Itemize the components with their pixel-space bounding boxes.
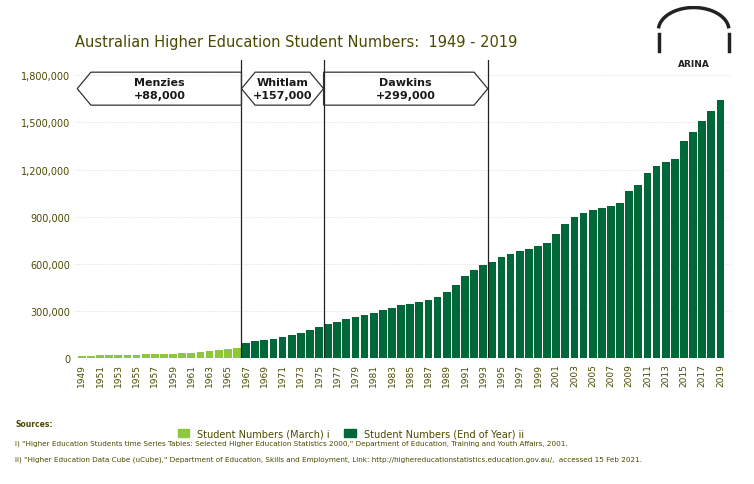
Bar: [324, 324, 332, 358]
Bar: [333, 322, 341, 358]
Text: ARINA: ARINA: [678, 60, 710, 69]
Bar: [370, 314, 378, 358]
Bar: [406, 304, 414, 358]
Bar: [360, 316, 369, 358]
Bar: [106, 355, 113, 358]
Text: Whitlam
+157,000: Whitlam +157,000: [253, 78, 312, 101]
Text: Sources:: Sources:: [15, 419, 53, 428]
Bar: [260, 341, 268, 358]
Bar: [297, 333, 305, 358]
Bar: [689, 133, 697, 358]
Bar: [151, 354, 158, 358]
Bar: [342, 320, 351, 358]
Bar: [507, 254, 514, 358]
Text: Menzies
+88,000: Menzies +88,000: [133, 78, 185, 101]
Bar: [698, 121, 706, 358]
Bar: [516, 252, 523, 358]
Bar: [470, 271, 478, 358]
Bar: [78, 356, 86, 358]
Bar: [589, 211, 596, 358]
Bar: [480, 266, 487, 358]
Bar: [178, 353, 186, 358]
Bar: [644, 173, 651, 358]
Text: ii) "Higher Education Data Cube (uCube)," Department of Education, Skills and Em: ii) "Higher Education Data Cube (uCube),…: [15, 456, 642, 462]
Bar: [461, 277, 469, 358]
Bar: [607, 207, 615, 358]
Bar: [379, 310, 387, 358]
Bar: [215, 350, 222, 358]
Bar: [242, 344, 250, 358]
Bar: [415, 302, 423, 358]
Text: Dawkins
+299,000: Dawkins +299,000: [375, 78, 436, 101]
Legend: Student Numbers (March) i, Student Numbers (End of Year) ii: Student Numbers (March) i, Student Numbe…: [174, 425, 528, 442]
Bar: [388, 308, 396, 358]
Bar: [351, 318, 360, 358]
Bar: [553, 234, 560, 358]
Bar: [680, 142, 688, 358]
Bar: [452, 285, 460, 358]
Bar: [634, 186, 642, 358]
Bar: [306, 331, 314, 358]
Bar: [543, 244, 551, 358]
Bar: [115, 355, 122, 358]
Bar: [707, 112, 716, 358]
Bar: [142, 355, 149, 358]
Bar: [653, 167, 661, 358]
Bar: [625, 192, 633, 358]
Bar: [534, 247, 542, 358]
Bar: [498, 258, 505, 358]
Bar: [434, 297, 442, 358]
Bar: [315, 327, 323, 358]
Bar: [251, 342, 259, 358]
Text: i) "Higher Education Students time Series Tables: Selected Higher Education Stat: i) "Higher Education Students time Serie…: [15, 440, 568, 446]
Bar: [562, 225, 569, 358]
Bar: [197, 352, 204, 358]
Bar: [571, 218, 578, 358]
Bar: [279, 338, 287, 358]
Bar: [425, 300, 432, 358]
Bar: [671, 159, 679, 358]
Bar: [662, 162, 670, 358]
Bar: [233, 348, 241, 358]
Bar: [443, 292, 451, 358]
Bar: [224, 349, 231, 358]
Bar: [489, 263, 496, 358]
Bar: [397, 306, 405, 358]
Bar: [580, 214, 587, 358]
Bar: [160, 354, 168, 358]
Text: Australian Higher Education Student Numbers:  1949 - 2019: Australian Higher Education Student Numb…: [75, 35, 518, 50]
Bar: [206, 351, 213, 358]
Bar: [716, 101, 725, 358]
Bar: [598, 209, 605, 358]
Bar: [169, 354, 177, 358]
Bar: [133, 355, 140, 358]
Bar: [525, 249, 533, 358]
Bar: [269, 340, 277, 358]
Bar: [124, 355, 131, 358]
Bar: [616, 204, 624, 358]
Bar: [188, 353, 195, 358]
Bar: [288, 335, 296, 358]
Bar: [97, 356, 104, 358]
Bar: [87, 356, 95, 358]
